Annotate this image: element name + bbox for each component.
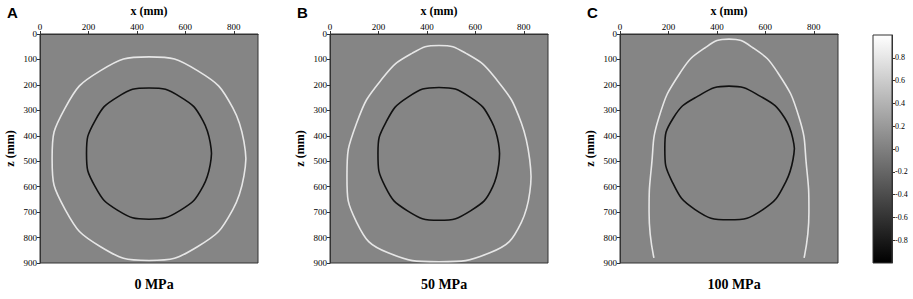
svg-text:x (mm): x (mm) (711, 4, 748, 18)
svg-text:400: 400 (420, 22, 434, 32)
svg-text:100: 100 (314, 54, 328, 64)
svg-text:0: 0 (613, 29, 618, 39)
svg-text:-0.4: -0.4 (895, 190, 908, 199)
svg-text:600: 600 (314, 182, 328, 192)
svg-text:700: 700 (24, 207, 38, 217)
svg-text:600: 600 (24, 182, 38, 192)
svg-text:200: 200 (82, 22, 96, 32)
svg-text:0: 0 (38, 22, 43, 32)
svg-text:700: 700 (604, 207, 618, 217)
svg-text:0: 0 (618, 22, 623, 32)
svg-text:600: 600 (469, 22, 483, 32)
svg-text:300: 300 (604, 105, 618, 115)
svg-text:800: 800 (314, 233, 328, 243)
svg-text:400: 400 (24, 131, 38, 141)
svg-text:-0.2: -0.2 (895, 167, 908, 176)
svg-text:800: 800 (24, 233, 38, 243)
svg-text:500: 500 (604, 156, 618, 166)
svg-text:200: 200 (662, 22, 676, 32)
svg-text:0: 0 (33, 29, 38, 39)
svg-text:-0.6: -0.6 (895, 213, 908, 222)
svg-text:50 MPa: 50 MPa (421, 277, 467, 292)
svg-text:900: 900 (24, 258, 38, 268)
svg-text:100: 100 (604, 54, 618, 64)
svg-text:0: 0 (328, 22, 333, 32)
svg-text:z (mm): z (mm) (293, 130, 307, 166)
svg-text:x (mm): x (mm) (131, 4, 168, 18)
svg-text:200: 200 (314, 80, 328, 90)
svg-text:z (mm): z (mm) (3, 130, 17, 166)
svg-text:600: 600 (179, 22, 193, 32)
svg-text:C: C (587, 4, 598, 21)
svg-text:0 MPa: 0 MPa (134, 277, 173, 292)
svg-text:A: A (7, 4, 18, 21)
svg-text:300: 300 (24, 105, 38, 115)
svg-text:0: 0 (323, 29, 328, 39)
svg-text:B: B (297, 4, 308, 21)
svg-text:500: 500 (314, 156, 328, 166)
svg-text:0.4: 0.4 (895, 99, 905, 108)
svg-text:400: 400 (604, 131, 618, 141)
svg-text:100 MPa: 100 MPa (707, 277, 760, 292)
svg-text:-0.8: -0.8 (895, 236, 908, 245)
svg-text:800: 800 (517, 22, 531, 32)
svg-text:200: 200 (372, 22, 386, 32)
svg-text:200: 200 (604, 80, 618, 90)
svg-text:400: 400 (130, 22, 144, 32)
svg-text:100: 100 (24, 54, 38, 64)
svg-text:400: 400 (314, 131, 328, 141)
svg-text:900: 900 (314, 258, 328, 268)
svg-text:0: 0 (895, 145, 899, 154)
svg-text:300: 300 (314, 105, 328, 115)
svg-text:0.6: 0.6 (895, 76, 905, 85)
svg-text:700: 700 (314, 207, 328, 217)
svg-text:800: 800 (604, 233, 618, 243)
svg-text:200: 200 (24, 80, 38, 90)
svg-text:600: 600 (759, 22, 773, 32)
svg-text:0.8: 0.8 (895, 53, 905, 62)
svg-text:800: 800 (227, 22, 241, 32)
svg-text:600: 600 (604, 182, 618, 192)
svg-text:x (mm): x (mm) (421, 4, 458, 18)
svg-text:900: 900 (604, 258, 618, 268)
svg-text:400: 400 (710, 22, 724, 32)
svg-text:800: 800 (807, 22, 821, 32)
svg-text:z (mm): z (mm) (583, 130, 597, 166)
svg-text:0.2: 0.2 (895, 122, 905, 131)
svg-text:500: 500 (24, 156, 38, 166)
